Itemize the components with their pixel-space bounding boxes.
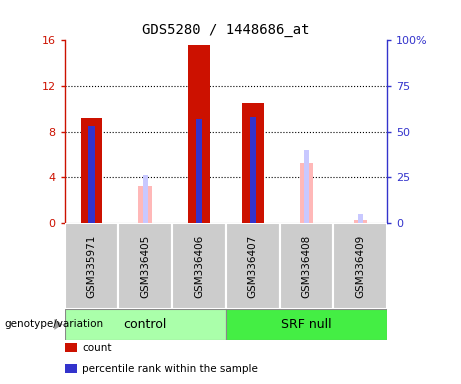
Bar: [142, 175, 148, 223]
Bar: [226, 309, 387, 340]
Text: percentile rank within the sample: percentile rank within the sample: [82, 364, 258, 374]
Bar: [333, 223, 387, 309]
Text: count: count: [82, 343, 112, 353]
Bar: [249, 117, 256, 223]
Text: genotype/variation: genotype/variation: [5, 319, 104, 329]
Text: GSM336408: GSM336408: [301, 234, 312, 298]
Bar: [188, 45, 210, 223]
Bar: [358, 214, 363, 223]
Text: control: control: [124, 318, 167, 331]
Polygon shape: [54, 319, 63, 330]
Text: GSM336405: GSM336405: [140, 234, 150, 298]
Bar: [88, 126, 95, 223]
Text: SRF null: SRF null: [281, 318, 332, 331]
Text: GSM336409: GSM336409: [355, 234, 366, 298]
Bar: [65, 309, 226, 340]
Bar: [242, 103, 264, 223]
Bar: [196, 119, 202, 223]
Bar: [138, 186, 152, 223]
Title: GDS5280 / 1448686_at: GDS5280 / 1448686_at: [142, 23, 310, 36]
Bar: [226, 223, 280, 309]
Bar: [300, 164, 313, 223]
Bar: [280, 223, 333, 309]
Text: GSM336406: GSM336406: [194, 234, 204, 298]
Bar: [304, 150, 309, 223]
Bar: [354, 220, 367, 223]
Text: GSM335971: GSM335971: [86, 234, 96, 298]
Bar: [65, 223, 118, 309]
Bar: [118, 223, 172, 309]
Bar: [81, 118, 102, 223]
Bar: [172, 223, 226, 309]
Text: GSM336407: GSM336407: [248, 234, 258, 298]
